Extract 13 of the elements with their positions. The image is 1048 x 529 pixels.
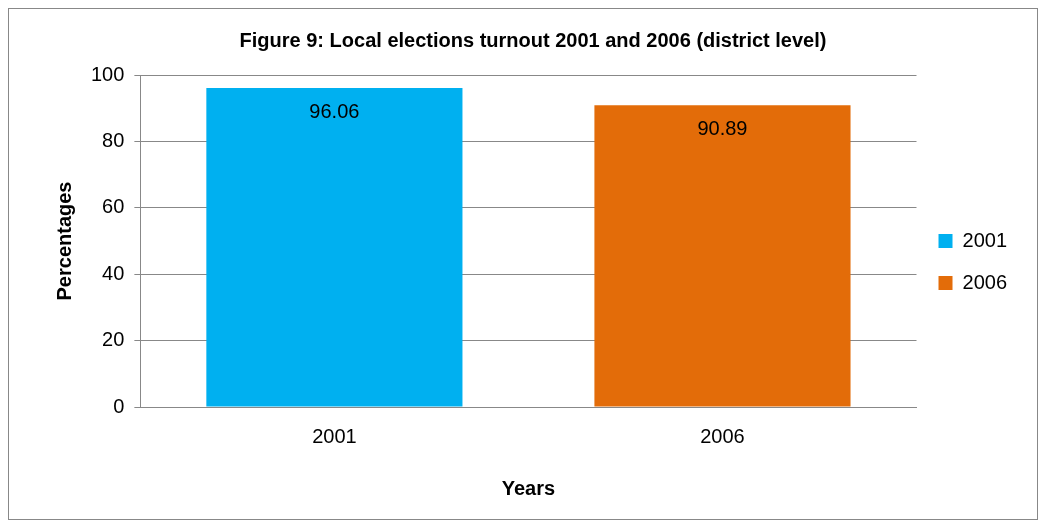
chart-title: Figure 9: Local elections turnout 2001 and 2006 (district level) [239,28,827,51]
x-axis-title: Years [501,476,556,499]
y-tick-label: 0 [113,394,125,417]
y-tick-label: 60 [102,195,125,218]
y-tick-label: 100 [90,62,125,85]
legend-label: 2001 [962,228,1008,251]
y-tick-label: 40 [102,261,125,284]
data-label: 90.89 [697,116,748,139]
data-label: 96.06 [309,99,360,122]
y-tick-label: 80 [102,128,125,151]
y-tick-label: 20 [102,328,125,351]
y-axis-title: Percentages [52,181,75,301]
legend-label: 2006 [962,270,1008,293]
